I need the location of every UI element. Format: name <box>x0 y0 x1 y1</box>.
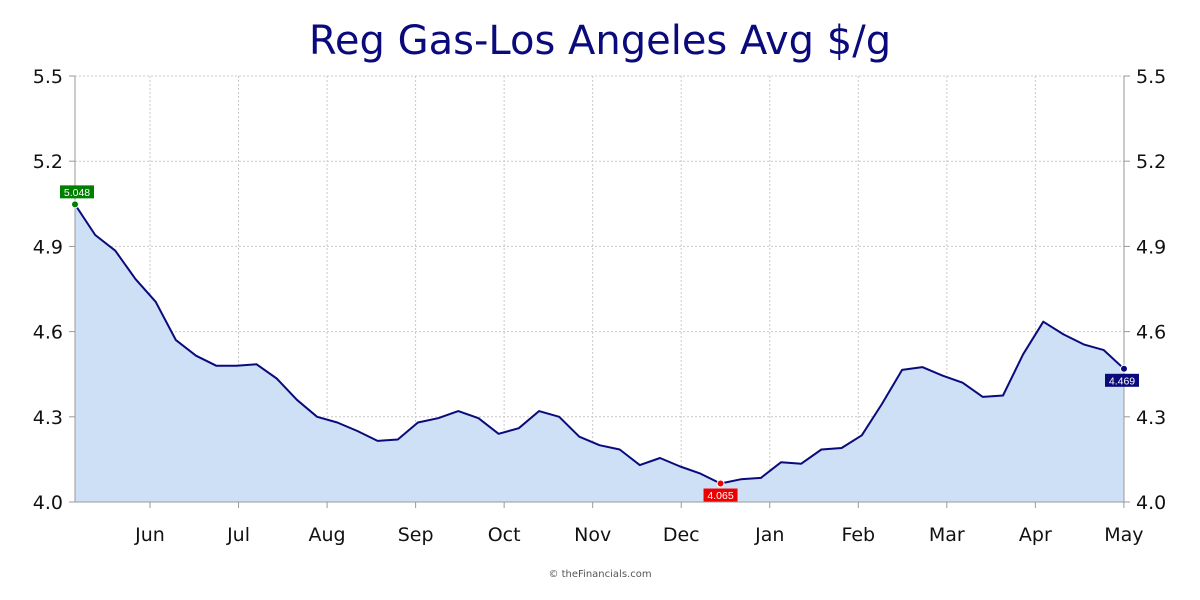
x-tick-label: Aug <box>309 524 346 546</box>
y-tick-label-right: 4.6 <box>1136 322 1166 344</box>
x-tick-label: Nov <box>574 524 611 546</box>
last-value-label: 4.469 <box>1109 375 1135 387</box>
y-tick-label-left: 4.9 <box>33 236 63 258</box>
x-tick-label: Dec <box>663 524 700 546</box>
x-tick-label: Jan <box>754 524 784 546</box>
y-tick-label-left: 5.5 <box>33 66 63 88</box>
max-value-label: 5.048 <box>64 187 90 199</box>
y-tick-label-right: 5.2 <box>1136 151 1166 173</box>
y-tick-label-right: 4.3 <box>1136 407 1166 429</box>
y-tick-label-left: 4.6 <box>33 322 63 344</box>
x-tick-label: Jun <box>134 524 165 546</box>
tick-labels: 4.0 4.0 4.3 4.3 4.6 4.6 4.9 4.9 5.2 5.2 5.5 5.5 Jun J… <box>33 66 1166 546</box>
x-tick-label: Jul <box>226 524 250 546</box>
x-tick-label: Sep <box>398 524 434 546</box>
max-value-badge <box>60 185 94 199</box>
y-tick-label-right: 4.9 <box>1136 236 1166 258</box>
price-line <box>74 203 1125 485</box>
value-badges: 5.048 4.065 4.469 <box>60 185 1139 502</box>
x-tick-label: Oct <box>488 524 521 546</box>
area-fill <box>75 204 1124 502</box>
axes <box>69 75 1130 508</box>
last-value-marker <box>1120 364 1128 373</box>
last-value-badge <box>1105 373 1139 387</box>
min-value-label: 4.065 <box>707 490 733 502</box>
y-tick-label-left: 5.2 <box>33 151 63 173</box>
y-tick-label-right: 5.5 <box>1136 66 1166 88</box>
credit-text: © theFinancials.com <box>548 569 652 580</box>
x-tick-label: Feb <box>841 524 875 546</box>
min-value-marker <box>716 479 725 488</box>
y-tick-label-left: 4.0 <box>33 492 63 514</box>
y-tick-label-right: 4.0 <box>1136 492 1166 514</box>
x-tick-label: May <box>1104 524 1143 546</box>
y-tick-label-left: 4.3 <box>33 407 63 429</box>
min-value-badge <box>703 488 738 502</box>
max-value-marker <box>71 200 79 209</box>
x-tick-label: Apr <box>1019 524 1052 546</box>
x-tick-label: Mar <box>929 524 965 546</box>
chart-title: Reg Gas-Los Angeles Avg $/g <box>308 18 892 64</box>
